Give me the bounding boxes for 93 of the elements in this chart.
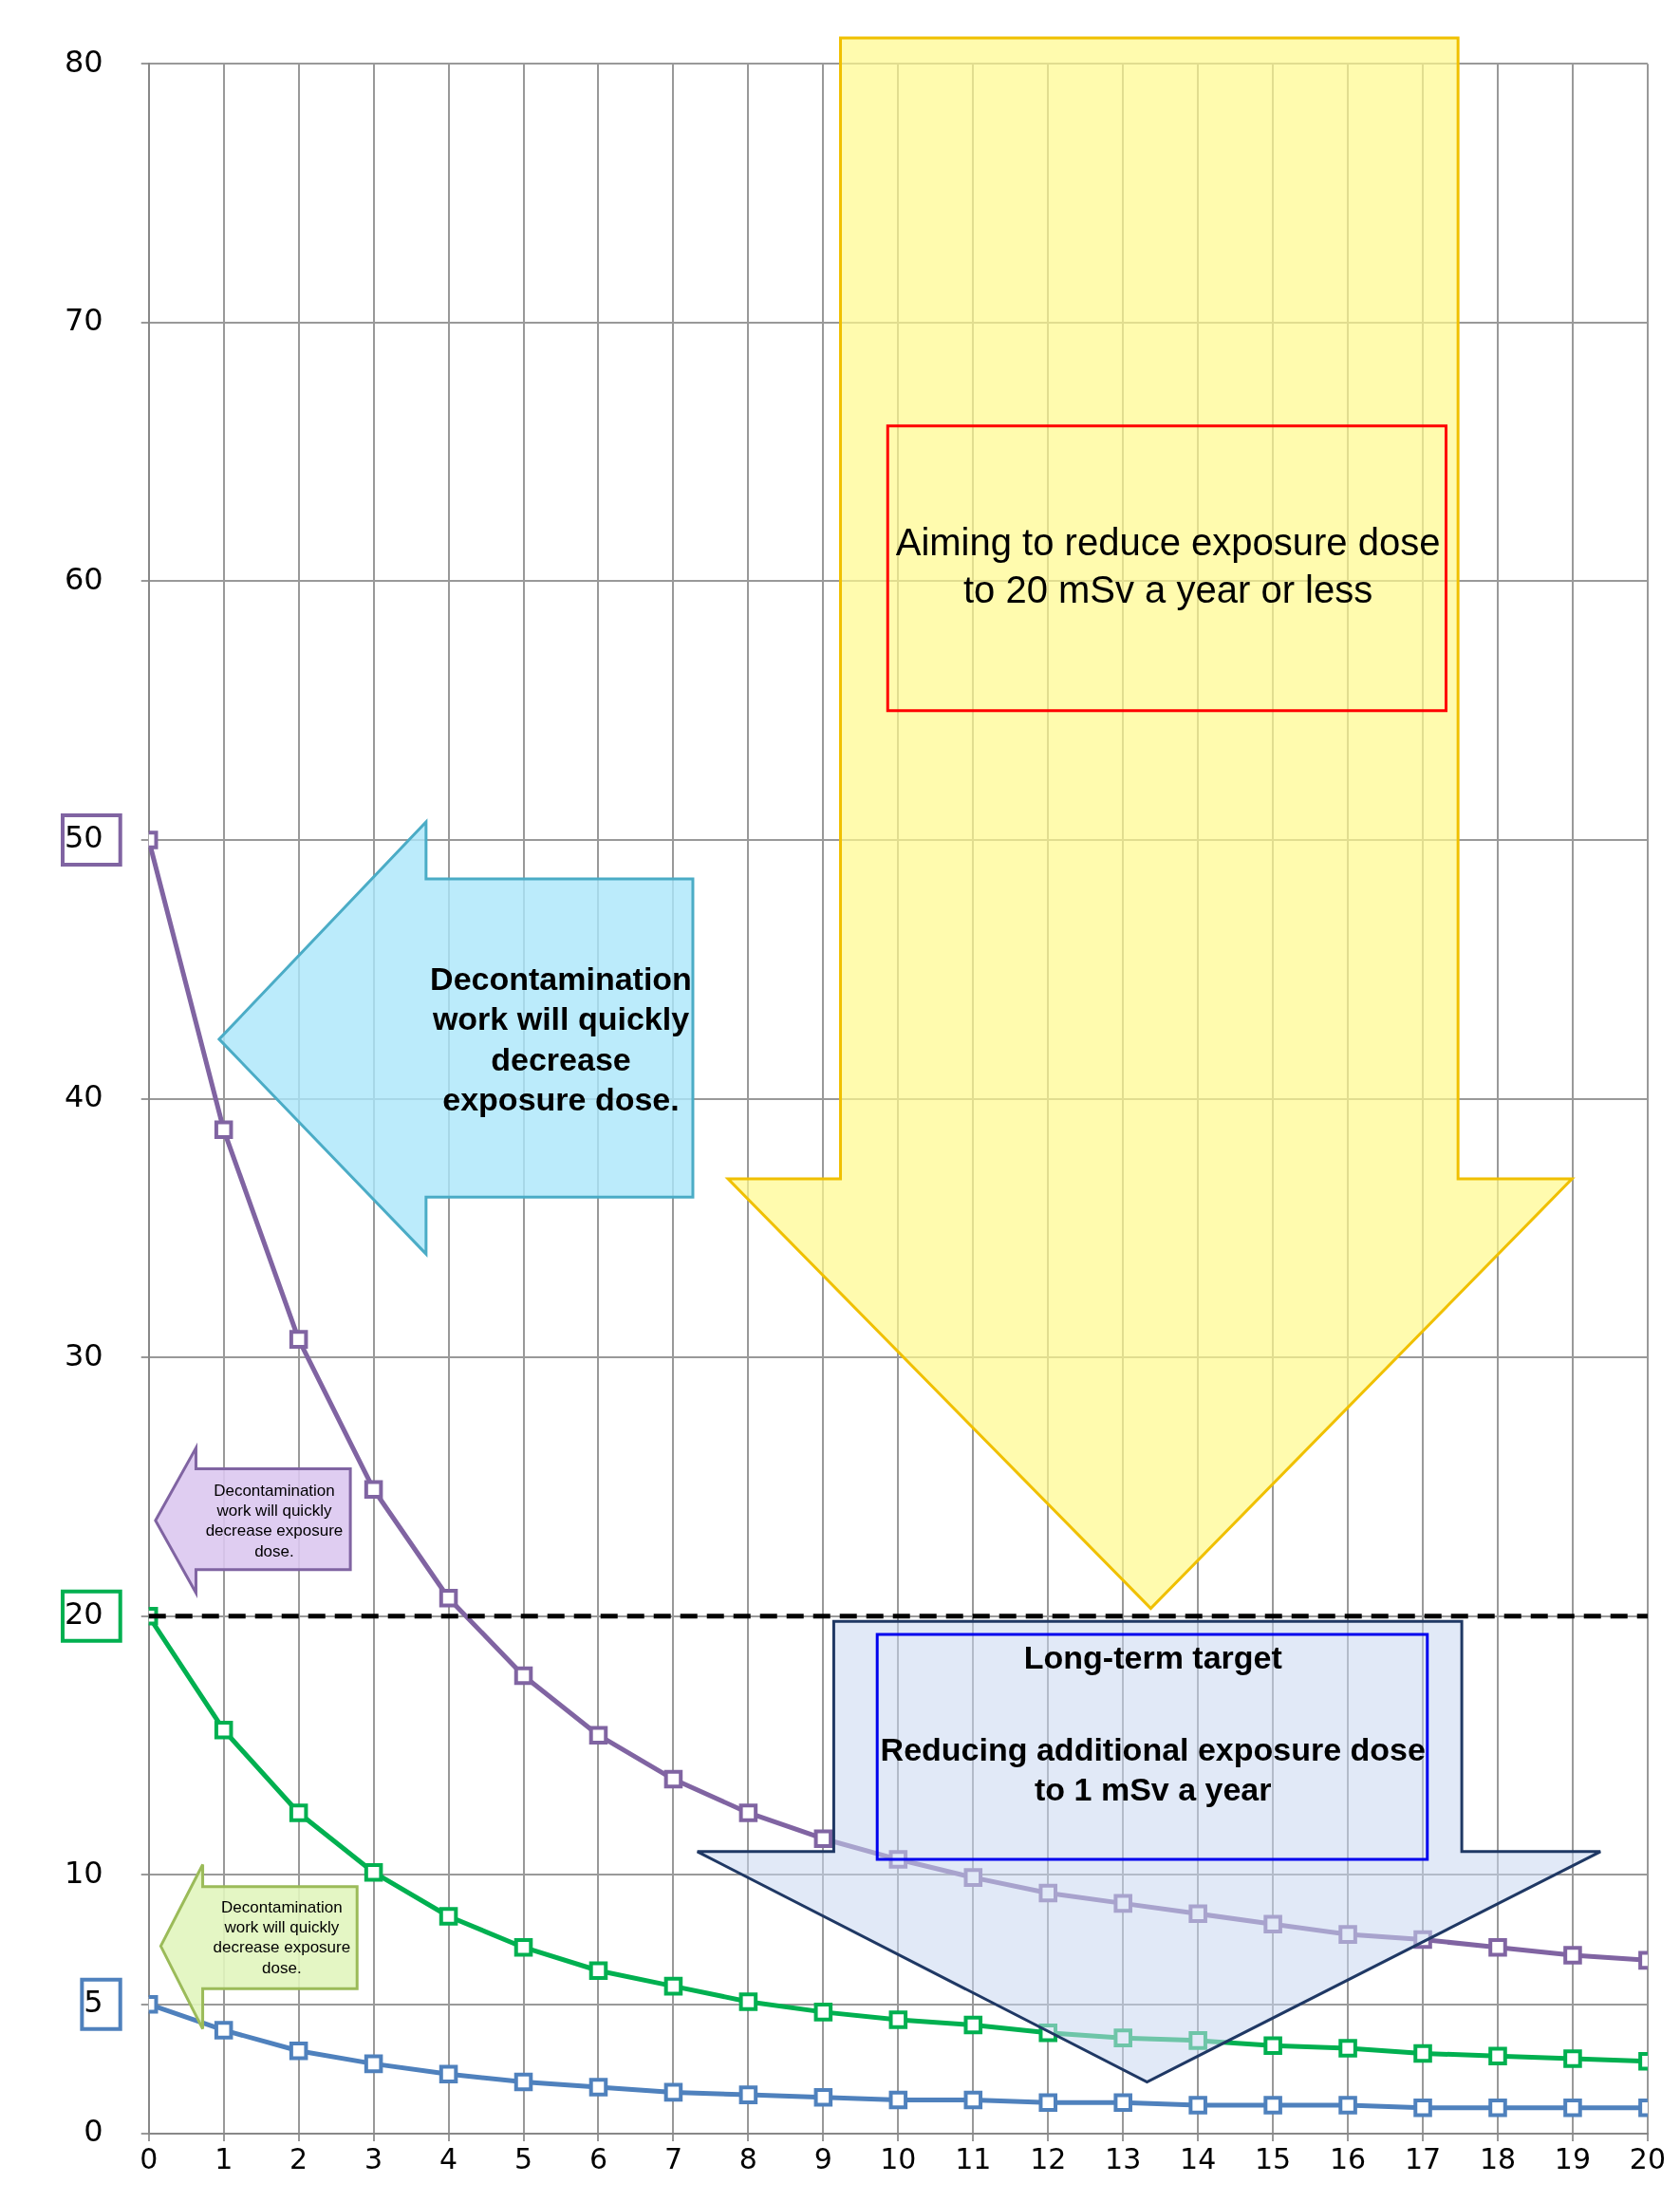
x-tick-label: 15 [1255,2141,1292,2175]
point [1488,1937,1507,1957]
x-tick-label: 20 [1629,2141,1667,2175]
point [1338,1925,1357,1944]
point [588,1726,608,1745]
x-tick-label: 19 [1554,2141,1592,2175]
point [1038,2093,1058,2113]
point [1488,2046,1507,2065]
point [439,1907,458,1926]
point [1038,2023,1058,2043]
point [963,2015,983,2035]
point [888,2010,908,2029]
point [963,2090,983,2110]
point [1563,1946,1582,1965]
x-tick-label: 13 [1105,2141,1142,2175]
y-tick-label: 20 [65,1596,103,1633]
point [1563,2049,1582,2068]
point [1113,1894,1132,1913]
y-tick-label: 5 [84,1984,103,2021]
point [663,2082,683,2102]
annotation: Long-term target [1022,1638,1283,1678]
point [1113,2093,1132,2113]
x-tick-label: 11 [955,2141,992,2175]
point [663,1769,683,1789]
y-tick-label: 50 [65,819,103,856]
point [289,2041,308,2061]
y-tick-label: 40 [65,1077,103,1114]
point [588,2078,608,2097]
point [1413,2043,1432,2063]
x-tick-label: 18 [1479,2141,1517,2175]
point [1413,1930,1432,1950]
x-tick-label: 2 [289,2141,308,2175]
point [1338,2039,1357,2058]
point [214,1120,233,1140]
point [1263,2036,1282,2056]
x-tick-label: 14 [1180,2141,1217,2175]
point [963,1868,983,1887]
x-tick-label: 6 [588,2141,608,2175]
y-tick-label: 70 [65,302,103,339]
point [439,2064,458,2084]
point [813,2003,833,2022]
point [513,1937,533,1957]
x-tick-label: 17 [1404,2141,1442,2175]
y-tick-label: 0 [84,2113,103,2150]
point [1263,1914,1282,1933]
point [289,1803,308,1822]
point [813,2088,833,2107]
x-tick-label: 4 [439,2141,458,2175]
annotation: Decontamination work will quickly decrease exposure dose. [429,959,693,1120]
point [663,1976,683,1996]
point [439,1588,458,1608]
x-tick-label: 1 [215,2141,233,2175]
point [1188,1904,1207,1924]
point [364,1862,383,1882]
point [1188,2031,1207,2050]
x-tick-label: 5 [513,2141,533,2175]
point [289,1330,308,1349]
annotation: Reducing additional exposure dose to 1 mSv a year [879,1729,1427,1809]
y-tick-label: 80 [65,43,103,80]
point [1413,2098,1432,2118]
x-tick-label: 12 [1030,2141,1067,2175]
point [1113,2028,1132,2047]
point [513,2072,533,2092]
x-tick-label: 8 [738,2141,757,2175]
y-tick-label: 30 [65,1336,103,1373]
point [738,2085,758,2104]
x-tick-label: 16 [1329,2141,1367,2175]
point [813,1829,833,1849]
point [738,1803,758,1822]
x-tick-label: 10 [880,2141,917,2175]
point [214,2021,233,2040]
annotation: Decontamination work will quickly decrease exposure dose. [204,1480,345,1561]
point [738,1992,758,2011]
point [1038,1883,1058,1903]
y-tick-label: 10 [65,1854,103,1891]
point [888,2090,908,2110]
x-tick-label: 9 [813,2141,832,2175]
point [1263,2096,1282,2115]
point [1563,2098,1582,2118]
point [364,2054,383,2074]
y-tick-label: 60 [65,560,103,597]
annotation: Decontamination work will quickly decrease exposure dose. [212,1896,352,1978]
point [1188,2096,1207,2115]
annotation: Aiming to reduce exposure dose to 20 mSv a year or less [894,520,1442,613]
x-tick-label: 7 [663,2141,682,2175]
point [1488,2098,1507,2118]
x-tick-label: 3 [364,2141,383,2175]
x-tick-label: 0 [140,2141,159,2175]
point [513,1666,533,1686]
point [1338,2096,1357,2115]
point [588,1961,608,1981]
point [364,1480,383,1499]
point [214,1720,233,1740]
